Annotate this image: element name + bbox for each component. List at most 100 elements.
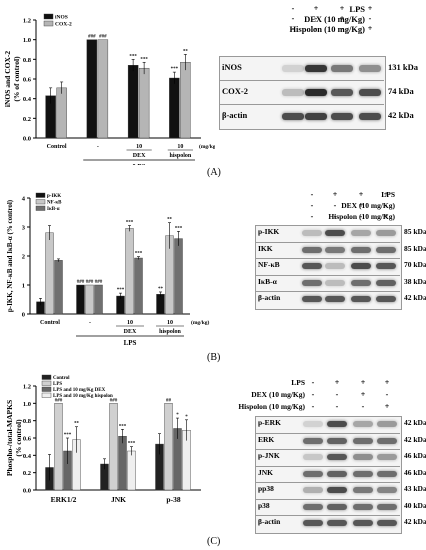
treatment-sign: + — [360, 390, 366, 399]
panel-label-c: (C) — [207, 536, 221, 547]
y-tick-label: 1.2 — [23, 384, 31, 391]
chart-a: 0.00.20.40.60.81.01.2###******###*****iN… — [3, 13, 215, 165]
blot-row-divider — [255, 291, 400, 292]
chart-c: 0.00.20.40.60.81.01.2### ### ##***********… — [5, 374, 201, 504]
x-tick-label: ERK1/2 — [51, 495, 77, 504]
protein-label: β-actin — [258, 293, 281, 303]
molecular-weight-label: 46 kDa — [404, 467, 426, 477]
unit-label: (mg/kg) — [199, 143, 215, 150]
protein-band — [303, 454, 323, 461]
panel-label-b: (B) — [207, 352, 221, 363]
y-tick-label: 0.6 — [23, 77, 32, 84]
significance-label: *** — [126, 221, 134, 226]
significance-label: *** — [128, 442, 136, 447]
treatment-sign: - — [335, 402, 339, 411]
molecular-weight-label: 74 kDa — [388, 86, 414, 96]
y-axis-label-line: iNOS and COX-2 — [3, 51, 12, 108]
legend-swatch — [35, 199, 46, 205]
y-tick-label: 0.0 — [23, 136, 31, 143]
protein-band — [282, 112, 304, 120]
x-group-label: hispolon — [159, 329, 181, 335]
molecular-weight-label: 40 kDa — [404, 500, 426, 510]
significance-label: ### — [88, 35, 96, 40]
bar — [97, 39, 109, 139]
western-blot-a: LPS - + + + DEX (10 mg/Kg) - - + - Hispolon (10 mg… — [215, 0, 426, 130]
protein-label: p-JNK — [258, 451, 280, 461]
blot-row-divider — [255, 515, 400, 516]
protein-band — [351, 296, 371, 303]
significance-label: *** — [119, 424, 127, 429]
significance-label: *** — [175, 226, 183, 231]
lps-label: LPS — [133, 163, 146, 165]
y-axis-label: Phospho-/total-MAPKS (% control) — [5, 400, 23, 476]
x-tick-label: 10 — [167, 320, 173, 326]
protein-band — [377, 421, 397, 428]
treatment-sign: - — [335, 390, 339, 399]
treatment-label: DEX (10 mg/Kg) — [251, 390, 305, 399]
treatment-sign: + — [358, 190, 364, 199]
blot-row-divider — [255, 241, 400, 243]
x-group-label: DEX — [133, 153, 146, 159]
y-tick-label: 1.0 — [23, 37, 31, 44]
bar — [134, 257, 143, 315]
legend-swatch — [41, 392, 52, 398]
legend-swatch — [35, 205, 46, 211]
protein-band — [302, 296, 322, 303]
treatment-sign: + — [367, 24, 373, 33]
x-tick-label: 10 — [136, 144, 142, 150]
protein-band — [331, 64, 353, 72]
blot-row-divider — [255, 258, 400, 259]
treatment-sign: + — [339, 4, 345, 13]
protein-band — [302, 246, 322, 253]
protein-band — [376, 246, 396, 253]
legend-swatch — [43, 20, 54, 27]
x-tick-label: - — [89, 320, 91, 326]
molecular-weight-label: 85 kDa — [404, 243, 426, 253]
bar — [174, 238, 183, 315]
protein-band — [377, 520, 397, 527]
significance-label: ** — [167, 218, 173, 223]
y-tick-label: 0.4 — [23, 453, 32, 460]
y-tick-label: 1.2 — [23, 18, 31, 25]
protein-band — [327, 470, 347, 477]
significance-label: ** — [158, 287, 164, 292]
protein-band — [303, 503, 323, 510]
protein-band — [302, 230, 322, 237]
legend-swatch — [35, 192, 46, 198]
protein-band — [353, 437, 373, 444]
legend-label: IκB-α — [47, 207, 60, 212]
bar — [169, 77, 180, 139]
legend-swatch — [41, 374, 52, 380]
protein-band — [327, 454, 347, 461]
protein-label: JNK — [258, 467, 273, 477]
y-tick-label: 1.0 — [23, 401, 31, 408]
protein-band — [282, 88, 304, 96]
protein-band — [376, 263, 396, 270]
significance-label: ## — [166, 398, 172, 403]
protein-band — [305, 88, 327, 96]
protein-label: pp38 — [258, 484, 274, 494]
bar — [45, 232, 54, 315]
significance-label: ### — [77, 280, 85, 285]
bar — [156, 294, 165, 315]
protein-band — [377, 503, 397, 510]
treatment-label: LPS — [291, 378, 305, 387]
treatment-sign: + — [334, 378, 340, 387]
treatment-sign: + — [383, 212, 389, 221]
x-tick-label: 10 — [127, 320, 133, 326]
protein-band — [325, 230, 345, 237]
unit-label: (mg/kg) — [191, 319, 210, 326]
protein-band — [305, 64, 327, 72]
bar — [164, 403, 173, 491]
protein-label: NF-κB — [258, 260, 280, 270]
protein-band — [302, 263, 322, 270]
protein-band — [327, 520, 347, 527]
legend-swatch — [43, 13, 54, 20]
protein-band — [303, 437, 323, 444]
treatment-sign: + — [384, 378, 390, 387]
y-axis-label-line: (% control) — [14, 419, 23, 457]
treatment-label: Hispolon (10 mg/Kg) — [238, 402, 305, 411]
legend-label: p-IKK — [47, 194, 61, 199]
legend-label: LPS and 10 mg/Kg hispolon — [53, 394, 113, 399]
lps-label: LPS — [124, 339, 137, 347]
